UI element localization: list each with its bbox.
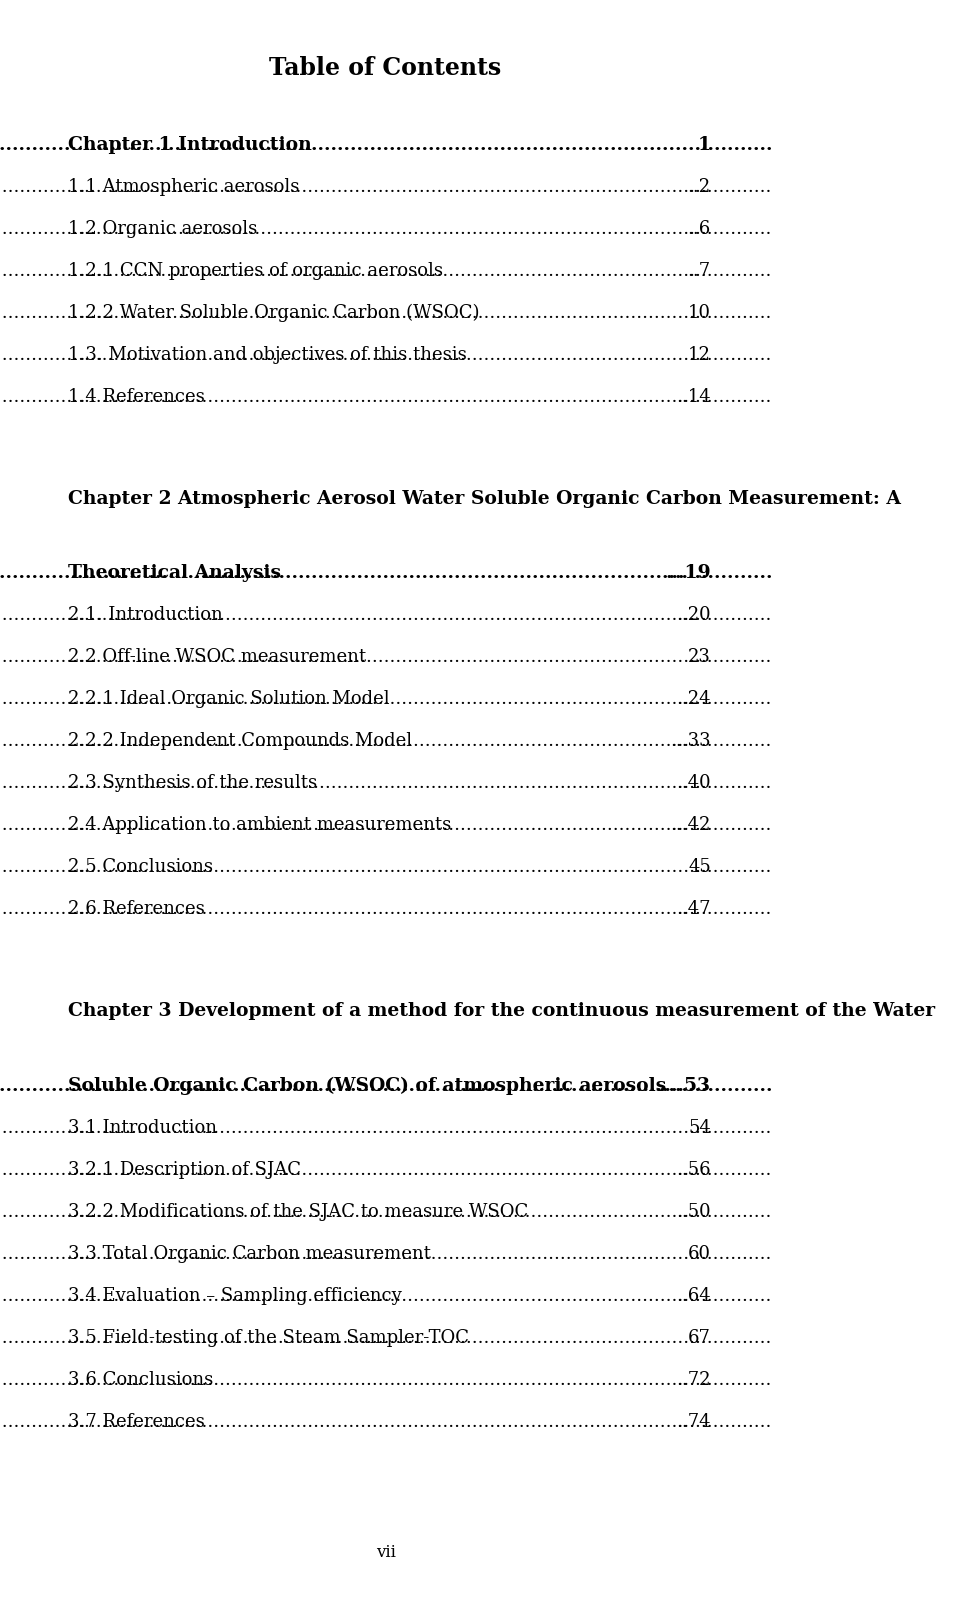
Text: ..14: ..14	[676, 388, 710, 406]
Text: ..56: ..56	[676, 1160, 710, 1178]
Text: ..50: ..50	[676, 1202, 710, 1220]
Text: 3.3 Total Organic Carbon measurement: 3.3 Total Organic Carbon measurement	[68, 1244, 431, 1262]
Text: 2.5 Conclusions: 2.5 Conclusions	[68, 857, 213, 876]
Text: 12: 12	[688, 345, 710, 364]
Text: ................................................................................: ........................................…	[0, 1412, 960, 1430]
Text: ................................................................................: ........................................…	[0, 857, 960, 876]
Text: ................................................................................: ........................................…	[0, 1327, 960, 1345]
Text: ................................................................................: ........................................…	[0, 815, 960, 833]
Text: ................................................................................: ........................................…	[0, 303, 960, 321]
Text: ................................................................................: ........................................…	[0, 690, 960, 708]
Text: 1.2.2 Water Soluble Organic Carbon (WSOC): 1.2.2 Water Soluble Organic Carbon (WSOC…	[68, 303, 480, 323]
Text: ................................................................................: ........................................…	[0, 220, 960, 238]
Text: ................................................................................: ........................................…	[0, 388, 960, 406]
Text: 1.4 References: 1.4 References	[68, 388, 205, 406]
Text: 1.1 Atmospheric aerosols: 1.1 Atmospheric aerosols	[68, 178, 300, 196]
Text: ..64: ..64	[676, 1286, 710, 1303]
Text: 3.7 References: 3.7 References	[68, 1412, 205, 1430]
Text: 23: 23	[688, 648, 710, 666]
Text: 3.4 Evaluation – Sampling efficiency: 3.4 Evaluation – Sampling efficiency	[68, 1286, 402, 1303]
Text: ..40: ..40	[676, 774, 710, 791]
Text: ...42: ...42	[670, 815, 710, 833]
Text: 2.3 Synthesis of the results: 2.3 Synthesis of the results	[68, 774, 318, 791]
Text: Chapter 1 Introduction: Chapter 1 Introduction	[68, 136, 312, 154]
Text: ................................................................................: ........................................…	[0, 648, 960, 666]
Text: 67: 67	[688, 1327, 710, 1345]
Text: Soluble Organic Carbon (WSOC) of atmospheric aerosols: Soluble Organic Carbon (WSOC) of atmosph…	[68, 1075, 666, 1095]
Text: ................................................................................: ........................................…	[0, 900, 960, 918]
Text: 60: 60	[687, 1244, 710, 1262]
Text: Chapter 3 Development of a method for the continuous measurement of the Water: Chapter 3 Development of a method for th…	[68, 1002, 935, 1019]
Text: vii: vii	[375, 1542, 396, 1560]
Text: 10: 10	[687, 303, 710, 321]
Text: ..47: ..47	[676, 900, 710, 918]
Text: 1.2 Organic aerosols: 1.2 Organic aerosols	[68, 220, 257, 238]
Text: Table of Contents: Table of Contents	[270, 56, 502, 80]
Text: 3.2.1 Description of SJAC: 3.2.1 Description of SJAC	[68, 1160, 301, 1178]
Text: ................................................................................: ........................................…	[0, 1075, 960, 1095]
Text: Chapter 2 Atmospheric Aerosol Water Soluble Organic Carbon Measurement: A: Chapter 2 Atmospheric Aerosol Water Solu…	[68, 490, 901, 507]
Text: 2.1. Introduction: 2.1. Introduction	[68, 607, 223, 624]
Text: ................................................................................: ........................................…	[0, 1286, 960, 1303]
Text: ................................................................................: ........................................…	[0, 262, 960, 279]
Text: 3.6 Conclusions: 3.6 Conclusions	[68, 1369, 213, 1388]
Text: 1.3. Motivation and objectives of this thesis: 1.3. Motivation and objectives of this t…	[68, 345, 467, 364]
Text: 1: 1	[698, 136, 710, 154]
Text: ................................................................................: ........................................…	[0, 1369, 960, 1388]
Text: 3.2.2 Modifications of the SJAC to measure WSOC: 3.2.2 Modifications of the SJAC to measu…	[68, 1202, 529, 1220]
Text: 2.2 Off-line WSOC measurement: 2.2 Off-line WSOC measurement	[68, 648, 367, 666]
Text: ................................................................................: ........................................…	[0, 136, 960, 154]
Text: 2.2.1 Ideal Organic Solution Model: 2.2.1 Ideal Organic Solution Model	[68, 690, 390, 708]
Text: ...19: ...19	[665, 563, 710, 583]
Text: ..72: ..72	[676, 1369, 710, 1388]
Text: 1.2.1 CCN properties of organic aerosols: 1.2.1 CCN properties of organic aerosols	[68, 262, 444, 279]
Text: 2.6 References: 2.6 References	[68, 900, 205, 918]
Text: 3.5 Field-testing of the Steam Sampler-TOC: 3.5 Field-testing of the Steam Sampler-T…	[68, 1327, 469, 1345]
Text: ..2: ..2	[687, 178, 710, 196]
Text: ................................................................................: ........................................…	[0, 607, 960, 624]
Text: ................................................................................: ........................................…	[0, 1119, 960, 1136]
Text: 3.1 Introduction: 3.1 Introduction	[68, 1119, 217, 1136]
Text: ................................................................................: ........................................…	[0, 732, 960, 750]
Text: 2.4 Application to ambient measurements: 2.4 Application to ambient measurements	[68, 815, 451, 833]
Text: 2.2.2 Independent Compounds Model: 2.2.2 Independent Compounds Model	[68, 732, 413, 750]
Text: ................................................................................: ........................................…	[0, 1244, 960, 1262]
Text: ................................................................................: ........................................…	[0, 774, 960, 791]
Text: ....53: ....53	[659, 1075, 710, 1095]
Text: ................................................................................: ........................................…	[0, 1160, 960, 1178]
Text: 54: 54	[688, 1119, 710, 1136]
Text: ................................................................................: ........................................…	[0, 345, 960, 364]
Text: ..20: ..20	[676, 607, 710, 624]
Text: ................................................................................: ........................................…	[0, 563, 960, 583]
Text: ..6: ..6	[687, 220, 710, 238]
Text: 45: 45	[688, 857, 710, 876]
Text: ..7: ..7	[687, 262, 710, 279]
Text: ...33: ...33	[670, 732, 710, 750]
Text: ..74: ..74	[676, 1412, 710, 1430]
Text: Theoretical Analysis: Theoretical Analysis	[68, 563, 281, 583]
Text: ..24: ..24	[676, 690, 710, 708]
Text: ................................................................................: ........................................…	[0, 1202, 960, 1220]
Text: ................................................................................: ........................................…	[0, 178, 960, 196]
